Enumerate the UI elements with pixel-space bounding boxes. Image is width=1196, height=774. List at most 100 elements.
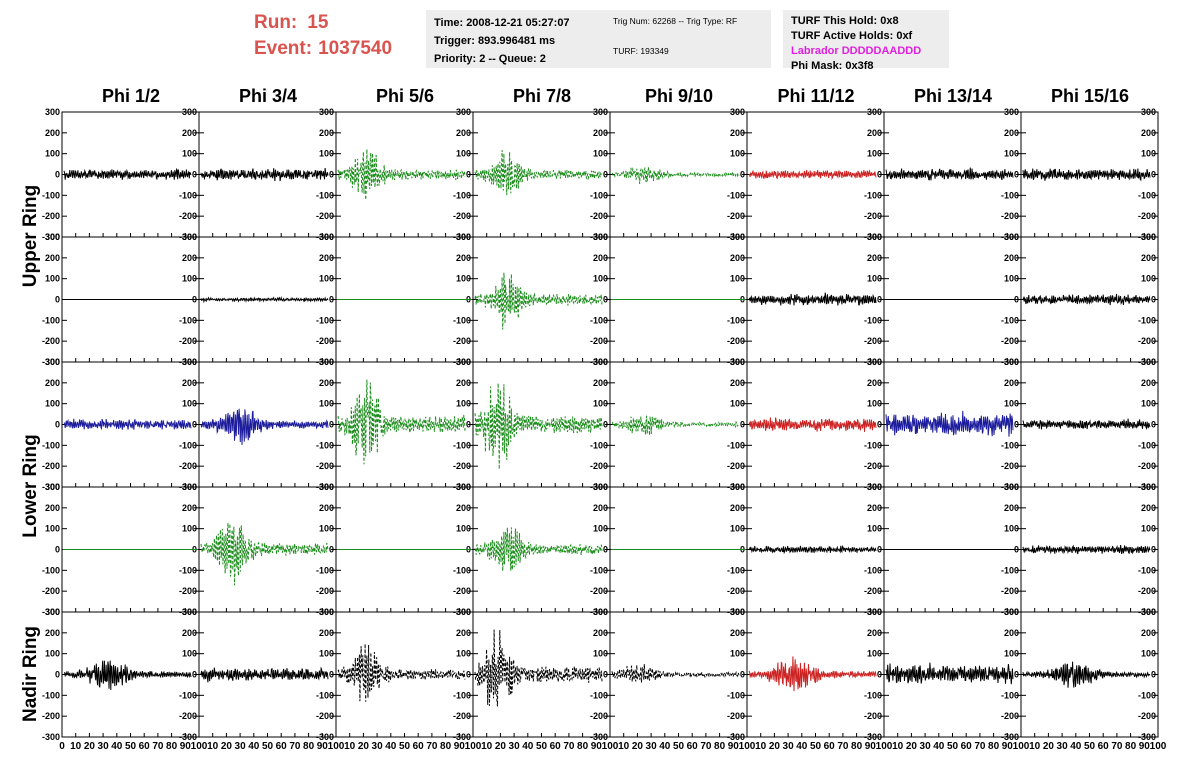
xtick-label: 10: [892, 741, 904, 752]
ytick-label: 100: [867, 274, 882, 284]
xtick-label: 30: [98, 741, 110, 752]
ytick-label: 0: [1151, 420, 1156, 430]
waveform-trace: [337, 643, 466, 702]
phi-mask-text: Phi Mask: 0x3f8: [791, 60, 874, 72]
ytick-label: 100: [319, 149, 334, 159]
ytick-label: -100: [1001, 690, 1019, 700]
ytick-label: 100: [593, 399, 608, 409]
ytick-label: 300: [1004, 357, 1019, 367]
ytick-label: 100: [730, 274, 745, 284]
xtick-label: 100: [876, 741, 893, 752]
ytick-label: 200: [1004, 503, 1019, 513]
ytick-label: 100: [456, 524, 471, 534]
xtick-label: 80: [714, 741, 726, 752]
ytick-label: -100: [453, 315, 471, 325]
xtick-label: 30: [783, 741, 795, 752]
xtick-label: 60: [1098, 741, 1110, 752]
xtick-label: 100: [1150, 741, 1167, 752]
ytick-label: 0: [603, 170, 608, 180]
ytick-label: 100: [1004, 399, 1019, 409]
ytick-label: 100: [867, 649, 882, 659]
ytick-label: -200: [1138, 586, 1156, 596]
xtick-label: 90: [728, 741, 740, 752]
time-text: Time: 2008-12-21 05:27:07: [434, 17, 570, 29]
xtick-label: 40: [248, 741, 260, 752]
xtick-label: 10: [344, 741, 356, 752]
xtick-label: 70: [152, 741, 164, 752]
run-event-block: Run: 15 Event: 1037540: [254, 10, 392, 62]
ytick-label: -200: [42, 586, 60, 596]
ytick-label: 300: [1141, 357, 1156, 367]
ytick-label: -100: [864, 315, 882, 325]
run-value: 15: [307, 12, 329, 33]
ytick-label: -300: [179, 732, 197, 742]
waveform-trace: [474, 383, 603, 470]
ytick-label: 0: [877, 670, 882, 680]
ytick-label: 100: [730, 649, 745, 659]
xtick-label: 60: [687, 741, 699, 752]
waveform-trace: [1022, 418, 1151, 431]
waveform-trace: [474, 272, 603, 330]
xtick-label: 20: [1043, 741, 1055, 752]
ytick-label: -200: [864, 336, 882, 346]
ytick-label: 0: [1151, 670, 1156, 680]
ytick-label: 100: [1004, 274, 1019, 284]
ytick-label: 0: [55, 670, 60, 680]
ytick-label: 200: [1141, 378, 1156, 388]
ytick-label: 0: [740, 420, 745, 430]
xtick-label: 20: [632, 741, 644, 752]
ytick-label: -200: [864, 461, 882, 471]
waveform-trace: [200, 666, 329, 683]
xtick-label: 70: [1111, 741, 1123, 752]
ytick-label: 100: [456, 149, 471, 159]
ytick-label: -100: [1001, 315, 1019, 325]
xtick-label: 20: [221, 741, 233, 752]
ytick-label: 200: [593, 128, 608, 138]
ytick-label: -200: [1138, 336, 1156, 346]
ytick-label: 200: [456, 503, 471, 513]
xtick-label: 100: [465, 741, 482, 752]
xtick-label: 70: [700, 741, 712, 752]
ytick-label: -100: [864, 565, 882, 575]
ytick-label: -100: [727, 190, 745, 200]
ytick-label: 100: [45, 399, 60, 409]
xtick-label: 20: [495, 741, 507, 752]
ytick-label: 100: [1141, 149, 1156, 159]
xtick-label: 10: [207, 741, 219, 752]
ytick-label: -200: [453, 336, 471, 346]
waveform-trace: [748, 169, 877, 181]
ytick-label: 300: [45, 607, 60, 617]
waveform-trace: [200, 167, 329, 182]
ytick-label: 100: [593, 524, 608, 534]
ytick-label: -100: [453, 440, 471, 450]
ytick-label: 300: [867, 607, 882, 617]
ytick-label: 100: [456, 399, 471, 409]
xtick-label: 40: [111, 741, 123, 752]
ytick-label: 0: [329, 170, 334, 180]
ytick-label: 200: [45, 378, 60, 388]
ytick-label: 300: [456, 357, 471, 367]
ytick-label: 200: [319, 128, 334, 138]
ytick-label: 300: [867, 232, 882, 242]
ytick-label: -100: [590, 565, 608, 575]
xtick-label: 30: [920, 741, 932, 752]
ytick-label: 100: [182, 274, 197, 284]
ytick-label: -100: [179, 315, 197, 325]
xtick-label: 50: [399, 741, 411, 752]
xtick-label: 40: [933, 741, 945, 752]
ytick-label: 0: [603, 295, 608, 305]
ytick-label: 200: [456, 628, 471, 638]
ytick-label: -100: [590, 315, 608, 325]
ytick-label: 300: [182, 482, 197, 492]
ytick-label: 300: [182, 357, 197, 367]
ytick-label: 200: [593, 378, 608, 388]
ytick-label: -200: [590, 211, 608, 221]
ytick-label: 300: [593, 607, 608, 617]
ytick-label: 300: [730, 232, 745, 242]
ytick-label: -200: [42, 211, 60, 221]
xtick-label: 40: [796, 741, 808, 752]
ytick-label: -200: [179, 336, 197, 346]
ytick-label: 300: [1141, 607, 1156, 617]
ytick-label: -200: [179, 211, 197, 221]
ytick-label: -200: [1001, 711, 1019, 721]
